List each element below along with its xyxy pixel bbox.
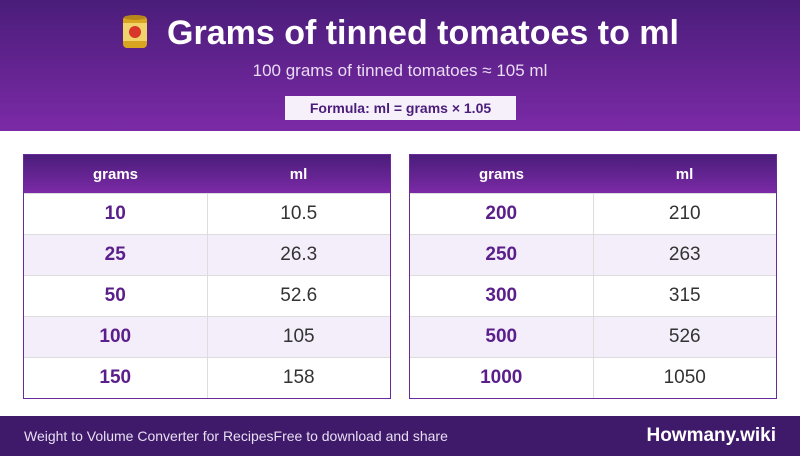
table-row: 1000 1050 [410,357,776,398]
column-header: ml [289,165,308,183]
table-cell: 300 [485,285,518,306]
table: grams ml 10 10.5 25 26.3 50 52.6 100 105 150 158 [23,154,391,399]
table-cell: 100 [99,326,132,347]
table-cell: 150 [99,367,132,388]
table-cell: 52.6 [206,276,391,316]
footer-text: Weight to Volume Converter for Recipes [24,428,274,444]
footer-note: Free to download and share [273,428,448,444]
table-cell: 26.3 [206,235,391,275]
brand: Howmany.wiki [646,425,776,446]
header-row: grams ml [24,155,390,193]
column-header: ml [675,165,694,183]
table-row: 500 526 [410,316,776,357]
table-cell: 526 [592,317,777,357]
column-header: grams [92,165,139,183]
footer-left: Weight to Volume Converter for RecipesFr… [24,428,448,444]
footer: Weight to Volume Converter for RecipesFr… [0,416,800,456]
table-cell: 210 [592,194,777,234]
column-header: grams [478,165,525,183]
table-cell: 1000 [480,367,523,388]
table-row: 10 10.5 [24,193,390,234]
table-cell: 500 [485,326,518,347]
table-cell: 10 [104,203,126,224]
table-cell: 158 [206,358,391,398]
table-cell: 25 [104,244,126,265]
table-cell: 10.5 [206,194,391,234]
title: Grams of tinned tomatoes to ml [167,14,679,52]
table-row: 150 158 [24,357,390,398]
table-row: 100 105 [24,316,390,357]
header: Grams of tinned tomatoes to ml 100 grams… [0,0,800,131]
table-row: 300 315 [410,275,776,316]
table-row: 50 52.6 [24,275,390,316]
formula: Formula: ml = grams × 1.05 [285,96,516,120]
table-row: 25 26.3 [24,234,390,275]
table-row: 200 210 [410,193,776,234]
table-row: 250 263 [410,234,776,275]
table-cell: 1050 [592,358,777,398]
table-cell: 200 [485,203,518,224]
table: grams ml 200 210 250 263 300 315 500 526 1000 1050 [409,154,777,399]
subtitle: 100 grams of tinned tomatoes ≈ 105 ml [252,61,548,80]
title-row: Grams of tinned tomatoes to ml [0,14,800,53]
table-cell: 315 [592,276,777,316]
table-cell: 263 [592,235,777,275]
can-icon [123,15,148,48]
header-row: grams ml [410,155,776,193]
table-cell: 105 [206,317,391,357]
table-cell: 50 [104,285,126,306]
table-cell: 250 [485,244,518,265]
